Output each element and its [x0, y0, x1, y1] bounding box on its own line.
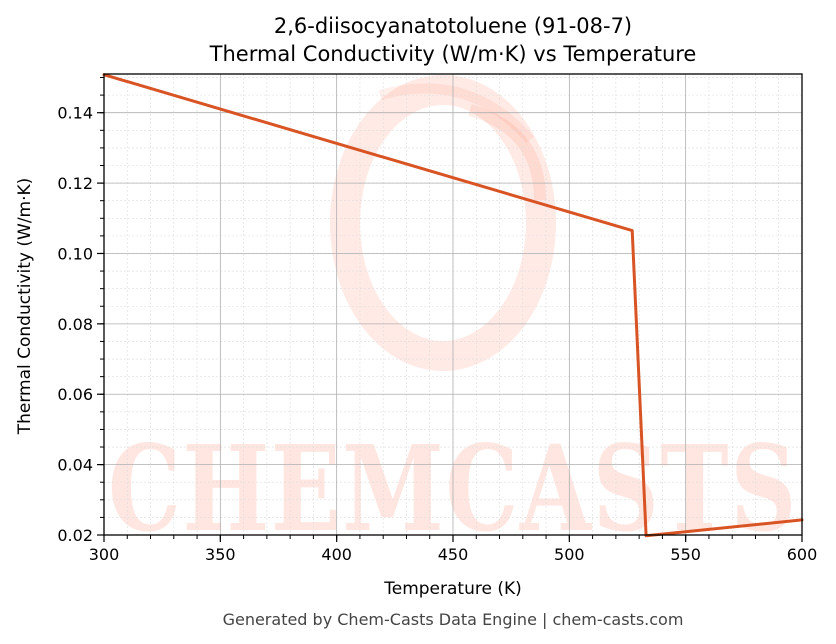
y-tick-label: 0.08	[57, 315, 93, 334]
x-tick-label: 550	[670, 545, 701, 564]
y-tick-label: 0.02	[57, 526, 93, 545]
x-tick-label: 450	[438, 545, 469, 564]
footer-credit: Generated by Chem-Casts Data Engine | ch…	[223, 610, 684, 629]
y-axis-ticks: 0.02 0.04 0.06 0.08 0.10 0.12 0.14	[57, 77, 104, 545]
y-tick-label: 0.10	[57, 244, 93, 263]
x-tick-label: 600	[787, 545, 818, 564]
y-tick-label: 0.14	[57, 104, 93, 123]
y-tick-label: 0.04	[57, 456, 93, 475]
series-layer	[102, 73, 804, 538]
y-tick-label: 0.12	[57, 174, 93, 193]
y-axis-label: Thermal Conductivity (W/m·K)	[15, 178, 35, 436]
x-axis-ticks: 300 350 400 450 500 550 600	[89, 535, 818, 564]
x-tick-label: 350	[205, 545, 236, 564]
x-tick-label: 500	[554, 545, 585, 564]
y-tick-label: 0.06	[57, 385, 93, 404]
watermark-logo	[330, 75, 556, 371]
chart-title: 2,6-diisocyanatotoluene (91-08-7)	[274, 14, 632, 38]
series-line-thermal-conductivity	[102, 73, 804, 538]
x-axis-label: Temperature (K)	[383, 579, 522, 599]
x-tick-label: 400	[321, 545, 352, 564]
chart-subtitle: Thermal Conductivity (W/m·K) vs Temperat…	[209, 42, 697, 66]
x-tick-label: 300	[89, 545, 120, 564]
